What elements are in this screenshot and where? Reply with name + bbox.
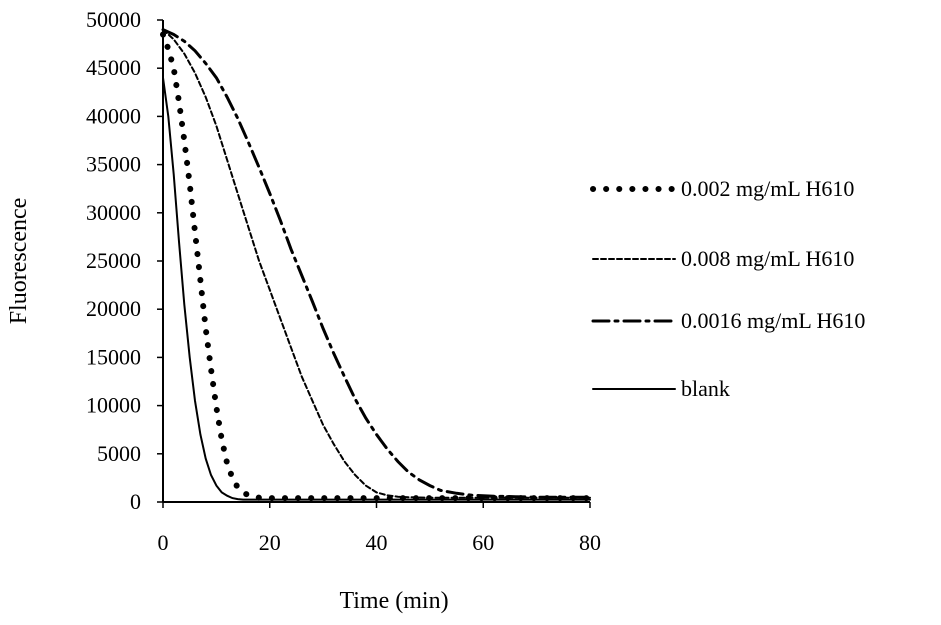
y-tick-label: 40000 [86,103,141,128]
x-axis-title: Time (min) [339,588,448,614]
legend: 0.002 mg/mL H610 0.008 mg/mL H610 0.0016 m… [590,176,865,401]
x-tick-label: 20 [259,530,281,555]
series-line-blank [162,76,591,501]
x-tick-label: 0 [158,530,169,555]
x-axis: 0 20 40 60 80 Time (min) [158,501,601,614]
y-tick-label: 20000 [86,296,141,321]
y-tick-label: 15000 [86,344,141,369]
legend-label: 0.002 mg/mL H610 [681,176,854,201]
y-tick-label: 45000 [86,55,141,80]
y-axis: 0 5000 10000 15000 20000 25000 30000 35000 40000… [6,7,164,514]
y-tick-label: 5000 [97,441,141,466]
legend-label: 0.008 mg/mL H610 [681,246,854,271]
y-tick-label: 50000 [86,7,141,32]
y-tick-label: 0 [130,489,141,514]
x-tick-label: 40 [366,530,388,555]
x-tick-label: 60 [472,530,494,555]
legend-label: 0.0016 mg/mL H610 [681,308,865,333]
y-axis-title: Fluorescence [6,198,32,325]
y-tick-label: 35000 [86,152,141,177]
legend-label: blank [681,376,730,401]
series-group [160,28,593,502]
series-line-0-002-mg-ml-h610 [160,31,593,502]
series-line-0-008-mg-ml-h610 [162,28,591,499]
x-tick-label: 80 [579,530,601,555]
series-line-0-0016-mg-ml-h610 [161,28,592,499]
y-tick-label: 25000 [86,248,141,273]
y-tick-label: 30000 [86,200,141,225]
y-tick-label: 10000 [86,393,141,418]
